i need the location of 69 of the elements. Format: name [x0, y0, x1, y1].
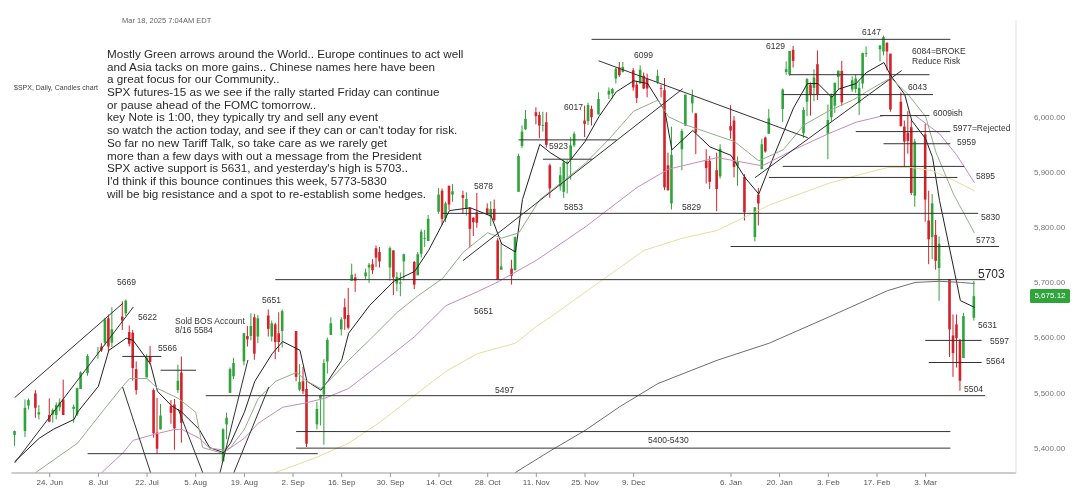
x-tick-label: 6. Jan	[720, 477, 742, 487]
annotation: 5703	[978, 266, 1005, 282]
annotation: SPX futures-15 as we see if the rally started Friday can continue	[107, 85, 440, 100]
annotation: 5830	[981, 211, 1000, 223]
annotation: will be big resistance and a spot to re-establish some hedges.	[107, 186, 426, 201]
annotation: 5773	[976, 234, 995, 246]
annotation: 5651	[262, 294, 281, 306]
annotation: SPX active support is 5631, and yesterday's high is 5703..	[107, 161, 409, 176]
annotation: 5977=Rejected	[953, 122, 1011, 134]
annotation: 5669	[117, 276, 136, 288]
x-tick-label: 19. Aug	[230, 477, 258, 487]
y-tick-label: 5,700.00	[1034, 278, 1066, 288]
annotation: 5651	[474, 305, 493, 317]
x-tick-label: 24. Jun	[36, 477, 63, 487]
annotation: Reduce Risk	[912, 55, 961, 67]
annotation: I'd think if this bounce continues this week, 5773-5830	[107, 173, 387, 189]
x-tick-label: 11. Nov	[522, 477, 550, 487]
x-tick-label: 14. Oct	[426, 477, 453, 487]
x-tick-label: 8. Jul	[88, 477, 109, 487]
annotation: 6129	[766, 40, 785, 52]
annotation: 5564	[986, 355, 1005, 367]
annotation: 5597	[990, 335, 1009, 347]
annotation: 5895	[976, 170, 995, 182]
annotation: 5566	[158, 342, 177, 354]
x-tick-label: 5. Aug	[184, 477, 208, 487]
x-tick-label: 2. Sep	[281, 477, 306, 487]
y-tick-label: 5,400.00	[1034, 443, 1066, 453]
x-tick-label: 3. Mar	[914, 477, 938, 487]
annotation: 6084=BROKE	[912, 45, 966, 57]
x-tick-label: 17. Feb	[863, 477, 892, 487]
x-tick-label: 20. Jan	[766, 477, 793, 487]
annotation: 5631	[978, 319, 997, 331]
annotation: or pause ahead of the FOMC tomorrow..	[107, 97, 317, 112]
annotation: 5622	[138, 311, 157, 323]
annotation: 5497	[495, 384, 514, 396]
annotation: 5878	[474, 180, 493, 192]
annotation: 6017	[564, 101, 583, 113]
annotation: and Asia tacks on more gains.. Chinese names here have been	[107, 59, 436, 74]
y-tick-label: 5,500.00	[1034, 388, 1066, 398]
annotation: 5959	[957, 136, 976, 148]
x-tick-label: 25. Nov	[571, 477, 599, 487]
annotation: 5829	[682, 201, 701, 213]
annotation: 5400-5430	[648, 434, 689, 446]
annotation: more than a few days with out a message from the President	[107, 148, 422, 163]
annotation: 5923	[549, 140, 568, 152]
x-tick-label: 30. Sep	[376, 477, 405, 487]
annotation: key Note is 1:00, they typically try and sell any event	[107, 110, 378, 125]
annotation: 6099	[634, 49, 653, 61]
annotation: Sold BOS Account	[175, 315, 245, 326]
price-tag: 5,675.12	[1030, 289, 1070, 303]
y-tick-label: 5,900.00	[1034, 167, 1066, 177]
x-tick-label: 9. Dec	[622, 477, 646, 487]
annotation: 6009ish	[933, 107, 963, 119]
x-tick-label: 22. Jul	[135, 477, 160, 487]
annotation: so watch the action today, and see if they can or can't today for risk.	[107, 123, 458, 138]
annotation: 5853	[564, 201, 583, 213]
annotation: 6043	[908, 81, 927, 93]
x-tick-label: 3. Feb	[816, 477, 841, 487]
y-tick-label: 5,800.00	[1034, 223, 1066, 232]
annotation: 8/16 5584	[175, 324, 213, 336]
y-tick-label: 5,600.00	[1034, 333, 1066, 343]
annotation: a great focus for our Community..	[107, 72, 280, 87]
annotation: 5504	[964, 383, 983, 395]
x-tick-label: 28. Oct	[474, 477, 502, 487]
annotation: Mostly Green arrows around the World.. Europe continues to act well	[107, 46, 464, 62]
annotation: 6147	[862, 26, 881, 38]
annotation: So far no new Tariff Talk, so take care as we rarely get	[107, 135, 387, 150]
y-tick-label: 6,000.00	[1034, 112, 1066, 122]
x-tick-label: 16. Sep	[327, 477, 357, 487]
